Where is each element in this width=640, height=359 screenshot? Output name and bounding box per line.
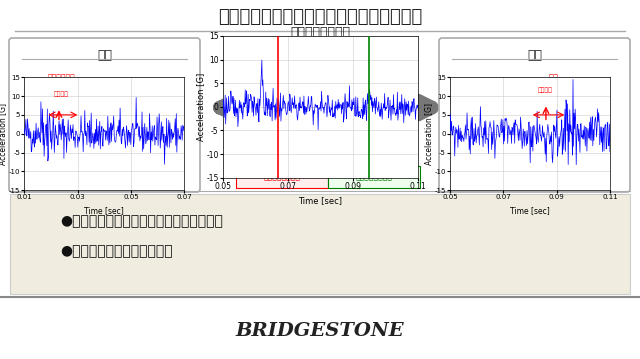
Text: 湿潤: 湿潤 bbox=[97, 49, 112, 62]
Y-axis label: Acceleration [G]: Acceleration [G] bbox=[424, 103, 433, 165]
Ellipse shape bbox=[296, 141, 314, 151]
X-axis label: Time [sec]: Time [sec] bbox=[84, 206, 124, 215]
Text: 路面状態毎に生じるタイヤ振動波形の特徴: 路面状態毎に生じるタイヤ振動波形の特徴 bbox=[218, 8, 422, 26]
FancyBboxPatch shape bbox=[72, 85, 136, 93]
Text: 接地域部（踏込）: 接地域部（踏込） bbox=[264, 173, 301, 182]
Text: 水膜にあたる: 水膜にあたる bbox=[48, 73, 76, 82]
FancyBboxPatch shape bbox=[439, 38, 630, 192]
FancyBboxPatch shape bbox=[9, 38, 200, 192]
FancyBboxPatch shape bbox=[0, 297, 640, 359]
X-axis label: Time [sec]: Time [sec] bbox=[510, 206, 550, 215]
FancyBboxPatch shape bbox=[10, 194, 630, 294]
Ellipse shape bbox=[266, 141, 284, 151]
Text: 滑る: 滑る bbox=[549, 73, 559, 82]
FancyBboxPatch shape bbox=[0, 0, 640, 297]
Text: 振動増加: 振動増加 bbox=[54, 91, 68, 97]
Text: 接地域部（蹴出）: 接地域部（蹴出） bbox=[355, 173, 392, 182]
Text: ●路面状態に応じて特徴的な波形が生じる: ●路面状態に応じて特徴的な波形が生じる bbox=[60, 214, 223, 228]
FancyBboxPatch shape bbox=[328, 166, 420, 188]
Text: 凍結: 凍結 bbox=[527, 49, 542, 62]
Text: 接地面: 接地面 bbox=[310, 150, 326, 159]
Y-axis label: Acceleration [G]: Acceleration [G] bbox=[0, 103, 7, 165]
Ellipse shape bbox=[329, 141, 347, 151]
Text: ●特徴が現れる位置が異なる: ●特徴が現れる位置が異なる bbox=[60, 244, 173, 258]
Y-axis label: Acceleration [G]: Acceleration [G] bbox=[196, 73, 205, 141]
FancyBboxPatch shape bbox=[236, 166, 328, 188]
Text: 振動増加: 振動増加 bbox=[538, 88, 553, 93]
FancyBboxPatch shape bbox=[502, 85, 566, 93]
FancyBboxPatch shape bbox=[228, 146, 412, 153]
Ellipse shape bbox=[359, 141, 377, 151]
X-axis label: Time [sec]: Time [sec] bbox=[298, 196, 342, 205]
Text: 乾燥アスファルト: 乾燥アスファルト bbox=[290, 27, 350, 39]
Text: BRIDGESTONE: BRIDGESTONE bbox=[236, 322, 404, 340]
Ellipse shape bbox=[239, 141, 257, 151]
Ellipse shape bbox=[389, 141, 407, 151]
